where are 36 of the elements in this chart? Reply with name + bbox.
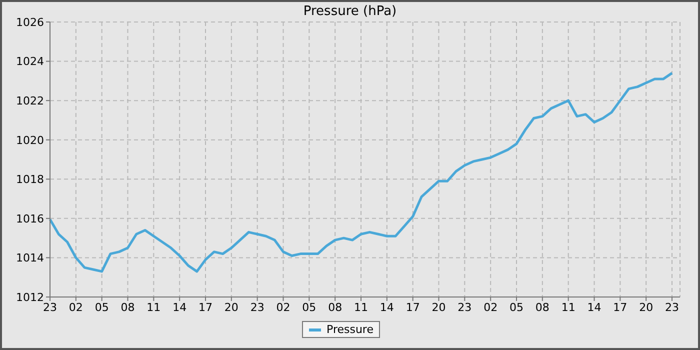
chart-title: Pressure (hPa) bbox=[303, 4, 397, 19]
y-tick-label: 1014 bbox=[16, 252, 44, 265]
x-tick-label: 08 bbox=[535, 300, 550, 314]
x-tick-label: 02 bbox=[276, 300, 290, 314]
x-tick-label: 05 bbox=[302, 300, 316, 314]
x-tick-label: 08 bbox=[328, 300, 342, 314]
x-tick-label: 23 bbox=[665, 300, 679, 314]
x-tick-label: 20 bbox=[639, 300, 654, 314]
x-tick-label: 08 bbox=[120, 300, 135, 314]
x-tick-label: 11 bbox=[146, 300, 161, 314]
x-tick-label: 02 bbox=[484, 300, 498, 314]
y-tick-label: 1016 bbox=[16, 212, 44, 226]
x-tick-label: 20 bbox=[432, 300, 446, 314]
x-tick-label: 11 bbox=[561, 300, 576, 314]
x-tick-label: 02 bbox=[68, 300, 83, 314]
x-tick-label: 14 bbox=[587, 300, 602, 314]
x-tick-label: 11 bbox=[354, 300, 368, 314]
x-tick-label: 20 bbox=[224, 300, 238, 314]
legend-label: Pressure bbox=[326, 323, 374, 336]
y-tick-label: 1026 bbox=[16, 16, 44, 29]
line-series bbox=[48, 72, 674, 273]
y-tick-label: 1022 bbox=[16, 94, 44, 108]
y-tick-label: 1012 bbox=[16, 290, 44, 304]
y-tick-label: 1024 bbox=[16, 55, 44, 68]
x-tick-label: 14 bbox=[380, 300, 394, 314]
y-tick-label: 1020 bbox=[16, 134, 44, 147]
x-tick-label: 17 bbox=[198, 300, 212, 314]
x-tick-label: 05 bbox=[94, 300, 109, 314]
x-tick-label: 17 bbox=[406, 300, 420, 314]
x-tick-label: 23 bbox=[458, 300, 472, 314]
x-tick-label: 17 bbox=[613, 300, 628, 314]
x-tick-label: 14 bbox=[172, 300, 187, 314]
x-tick-label: 23 bbox=[43, 300, 57, 314]
x-tick-label: 05 bbox=[510, 300, 524, 314]
y-tick-label: 1018 bbox=[16, 173, 44, 186]
x-tick-label: 23 bbox=[250, 300, 264, 314]
